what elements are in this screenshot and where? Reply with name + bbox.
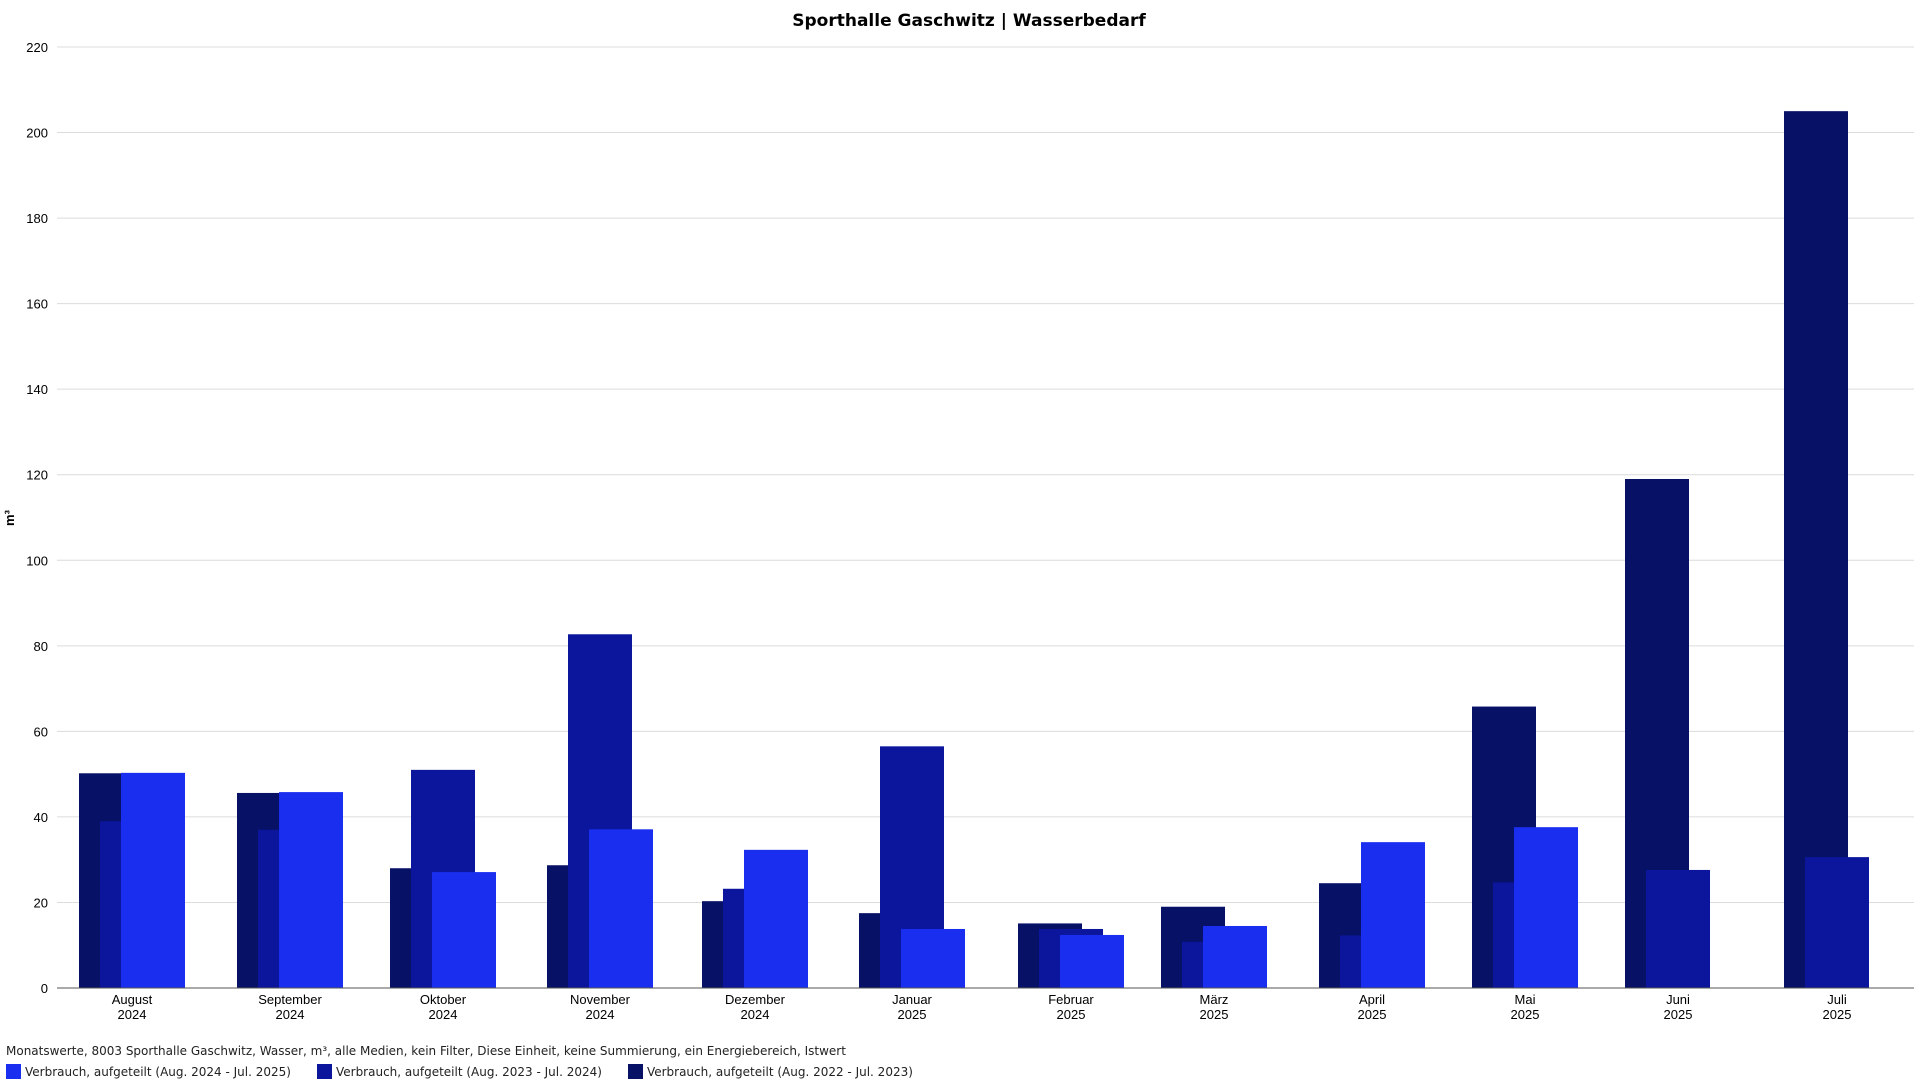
legend: Verbrauch, aufgeteilt (Aug. 2024 - Jul. … <box>6 1064 939 1079</box>
y-tick-label: 160 <box>26 297 48 312</box>
legend-label: Verbrauch, aufgeteilt (Aug. 2024 - Jul. … <box>25 1064 291 1079</box>
legend-label: Verbrauch, aufgeteilt (Aug. 2023 - Jul. … <box>335 1064 602 1079</box>
y-tick-label: 180 <box>26 211 48 226</box>
x-category-label: Oktober 2024 <box>420 992 467 1022</box>
x-category-label: Januar 2025 <box>892 992 932 1022</box>
y-tick-label: 220 <box>26 40 48 55</box>
x-category-label: November 2024 <box>570 992 631 1022</box>
y-tick-label: 80 <box>34 639 48 654</box>
chart-title: Sporthalle Gaschwitz | Wasserbedarf <box>792 11 1146 31</box>
legend-swatch <box>627 1064 643 1079</box>
y-tick-label: 120 <box>26 468 48 483</box>
x-category-label: Februar 2025 <box>1048 992 1094 1022</box>
x-category-label: Juli 2025 <box>1823 992 1852 1022</box>
legend-swatch <box>6 1064 21 1079</box>
y-axis-ticks: 0 20 40 60 80 100 120 140 160 180 200 220 <box>26 40 48 996</box>
y-tick-label: 40 <box>34 810 48 825</box>
bar-juli-series-2 <box>1805 857 1869 988</box>
bar-januar-series-3 <box>901 928 965 988</box>
x-category-label: März 2025 <box>1200 992 1229 1022</box>
x-category-label: September 2024 <box>258 992 322 1022</box>
bar-september-series-3 <box>279 792 343 988</box>
bar-dezember-series-3 <box>744 849 808 988</box>
x-category-label: April 2025 <box>1358 992 1387 1022</box>
x-category-label: Dezember 2024 <box>725 992 786 1022</box>
bar-februar-series-3 <box>1060 934 1124 988</box>
legend-item[interactable]: Verbrauch, aufgeteilt (Aug. 2024 - Jul. … <box>6 1064 291 1079</box>
y-tick-label: 20 <box>34 895 48 910</box>
legend-swatch <box>316 1064 332 1079</box>
y-tick-label: 60 <box>34 724 48 739</box>
x-category-label: Juni 2025 <box>1664 992 1693 1022</box>
y-tick-label: 200 <box>26 126 48 141</box>
bar-november-series-3 <box>589 829 653 988</box>
chart-area: Sporthalle Gaschwitz | Wasserbedarf 0 20 4… <box>2 11 1914 1022</box>
bar-august-series-3 <box>121 772 185 988</box>
grid-lines <box>57 46 1914 903</box>
bar-märz-series-3 <box>1203 925 1267 988</box>
legend-label: Verbrauch, aufgeteilt (Aug. 2022 - Jul. … <box>646 1064 913 1079</box>
bar-juni-series-2 <box>1646 869 1710 988</box>
x-category-label: August 2024 <box>112 992 153 1022</box>
x-category-label: Mai 2025 <box>1511 992 1540 1022</box>
bars <box>79 111 1869 989</box>
y-tick-label: 0 <box>41 981 48 996</box>
legend-item[interactable]: Verbrauch, aufgeteilt (Aug. 2023 - Jul. … <box>316 1064 602 1079</box>
y-tick-label: 140 <box>26 382 48 397</box>
y-tick-label: 100 <box>26 553 48 568</box>
x-axis-categories: August 2024 September 2024 Oktober 2024 Novemb… <box>112 992 1852 1022</box>
bar-april-series-3 <box>1361 842 1425 988</box>
legend-item[interactable]: Verbrauch, aufgeteilt (Aug. 2022 - Jul. … <box>627 1064 913 1079</box>
bar-oktober-series-3 <box>432 872 496 988</box>
y-axis-label: m³ <box>2 509 17 526</box>
footer-description: Monatswerte, 8003 Sporthalle Gaschwitz, … <box>6 1044 846 1058</box>
bar-mai-series-3 <box>1514 827 1578 988</box>
bar-juli-series-1 <box>1784 111 1848 989</box>
